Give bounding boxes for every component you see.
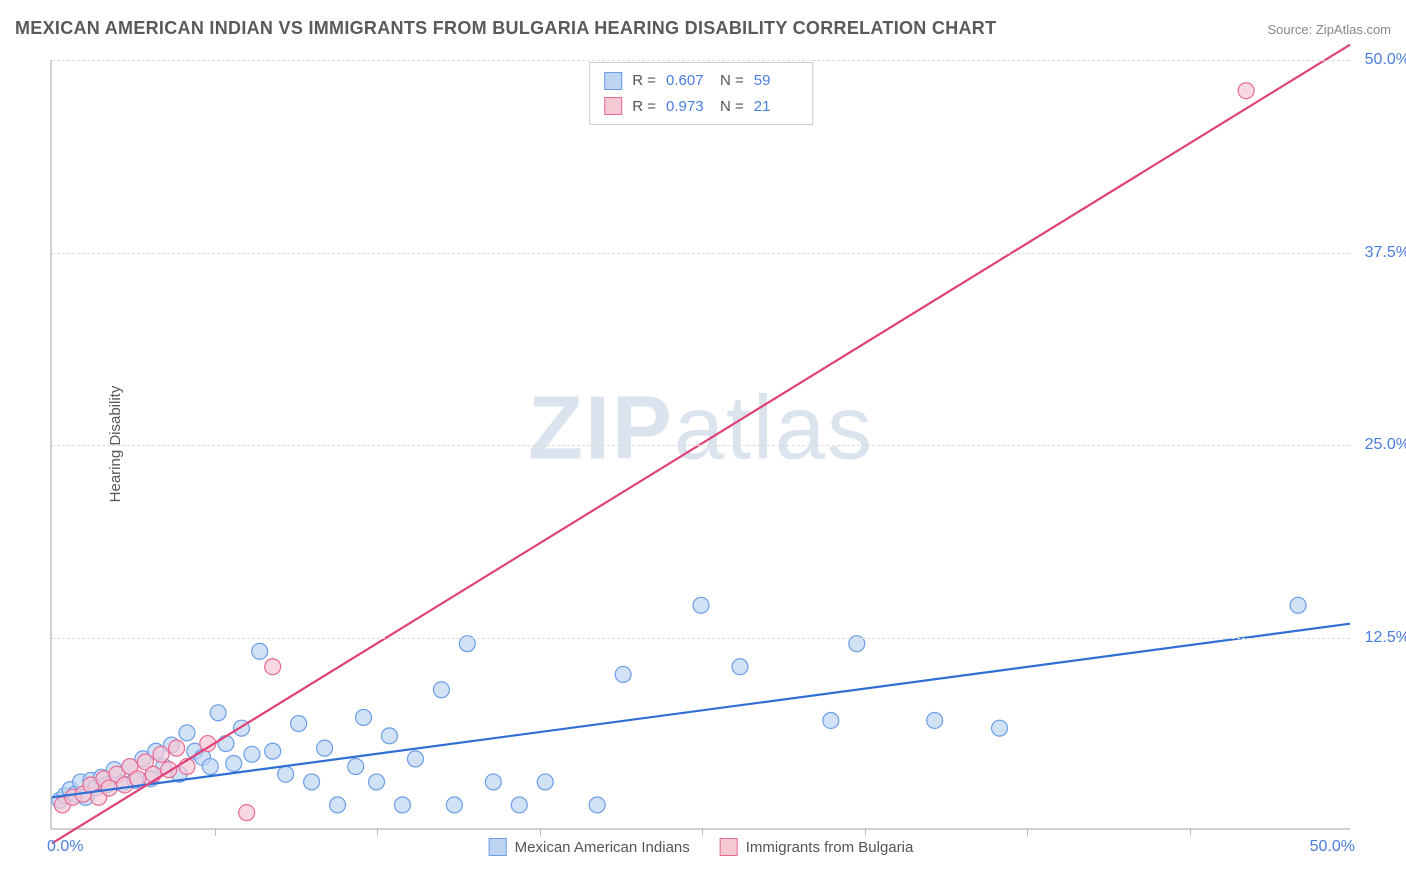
data-point [278, 766, 294, 782]
data-point [446, 797, 462, 813]
data-point [226, 756, 242, 772]
data-point [304, 774, 320, 790]
chart-title: MEXICAN AMERICAN INDIAN VS IMMIGRANTS FR… [15, 18, 996, 39]
data-point [210, 705, 226, 721]
x-max-label: 50.0% [1310, 838, 1355, 856]
data-point [218, 736, 234, 752]
plot-svg [52, 60, 1350, 828]
data-point [485, 774, 501, 790]
gridline [52, 60, 1350, 61]
data-point [927, 713, 943, 729]
x-tick [215, 828, 216, 836]
trend-line [52, 45, 1350, 844]
data-point [244, 746, 260, 762]
data-point [317, 740, 333, 756]
data-point [265, 659, 281, 675]
x-tick [540, 828, 541, 836]
data-point [407, 751, 423, 767]
data-point [537, 774, 553, 790]
legend-swatch [720, 838, 738, 856]
y-tick-label: 37.5% [1365, 244, 1406, 262]
x-tick [702, 828, 703, 836]
data-point [348, 759, 364, 775]
data-point [169, 740, 185, 756]
data-point [330, 797, 346, 813]
x-tick [377, 828, 378, 836]
data-point [992, 720, 1008, 736]
y-tick-label: 25.0% [1365, 436, 1406, 454]
data-point [615, 666, 631, 682]
data-point [1290, 597, 1306, 613]
data-point [356, 709, 372, 725]
data-point [823, 713, 839, 729]
data-point [381, 728, 397, 744]
legend-label: Mexican American Indians [515, 839, 690, 856]
legend-entry: Immigrants from Bulgaria [720, 838, 914, 856]
x-origin-label: 0.0% [47, 838, 83, 856]
data-point [511, 797, 527, 813]
data-point [153, 746, 169, 762]
gridline [52, 253, 1350, 254]
data-point [202, 759, 218, 775]
chart-container: MEXICAN AMERICAN INDIAN VS IMMIGRANTS FR… [0, 0, 1406, 892]
data-point [252, 643, 268, 659]
gridline [52, 638, 1350, 639]
data-point [589, 797, 605, 813]
x-tick [865, 828, 866, 836]
trend-line [52, 624, 1350, 798]
data-point [369, 774, 385, 790]
data-point [265, 743, 281, 759]
data-point [179, 725, 195, 741]
plot-area: Hearing Disability ZIPatlas R =0.607N =5… [50, 60, 1350, 830]
data-point [291, 716, 307, 732]
data-point [1238, 83, 1254, 99]
x-tick [1190, 828, 1191, 836]
data-point [433, 682, 449, 698]
data-point [239, 805, 255, 821]
source-attribution: Source: ZipAtlas.com [1267, 22, 1391, 37]
y-tick-label: 12.5% [1365, 629, 1406, 647]
legend-entry: Mexican American Indians [489, 838, 690, 856]
data-point [394, 797, 410, 813]
y-tick-label: 50.0% [1365, 51, 1406, 69]
bottom-legend: Mexican American Indians Immigrants from … [489, 838, 914, 856]
gridline [52, 445, 1350, 446]
legend-label: Immigrants from Bulgaria [746, 839, 914, 856]
x-tick [1027, 828, 1028, 836]
data-point [693, 597, 709, 613]
legend-swatch [489, 838, 507, 856]
data-point [732, 659, 748, 675]
